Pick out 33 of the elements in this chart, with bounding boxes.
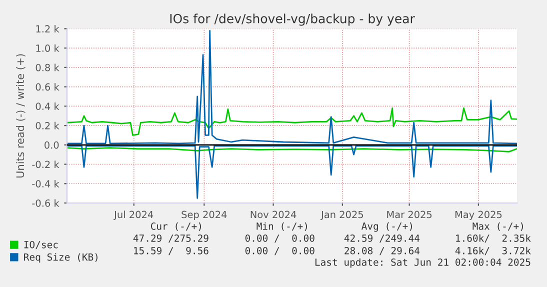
x-tick-label: Jan 2025 — [320, 210, 363, 220]
text: Min (-/+) — [256, 222, 307, 231]
y-tick-label: 1.0 k — [36, 44, 60, 52]
y-tick-label: 0.0 — [44, 141, 59, 149]
y-tick-label: 0.2 k — [36, 122, 60, 130]
y-tick-label: 0.6 k — [36, 83, 60, 91]
chart-title: IOs for /dev/shovel-vg/backup - by year — [170, 14, 415, 26]
x-tick-label: Nov 2024 — [250, 210, 296, 218]
text: 1.60k/ 2.35k — [456, 234, 531, 243]
y-tick-label: -0.6 k — [32, 199, 60, 207]
x-tick-label: Sep 2024 — [182, 210, 227, 220]
legend-label: IO/sec — [24, 240, 58, 250]
text: 42.59 /249.44 — [344, 234, 420, 243]
text: Cur (-/+) — [150, 222, 201, 231]
text: 4.16k/ 3.72k — [455, 246, 531, 256]
text: Max (-/+) — [472, 222, 523, 231]
y-axis-title: Units read (-) / write (+) — [16, 54, 26, 178]
x-tick-label: Jul 2024 — [114, 210, 154, 220]
x-tick-label: Mar 2025 — [387, 210, 432, 218]
y-tick-label: 0.8 k — [36, 64, 60, 72]
text: 15.59 / 9.56 — [134, 246, 208, 256]
y-tick-label: 0.4 k — [36, 102, 60, 110]
x-tick-label: May 2025 — [455, 210, 502, 220]
text: 0.00 / 0.00 — [245, 234, 314, 243]
text: 0.00 / 0.00 — [245, 246, 314, 256]
y-tick-label: -0.2 k — [32, 160, 60, 168]
legend-label: Req Size (KB) — [24, 253, 98, 263]
y-tick-label: 1.2 k — [36, 25, 60, 32]
text: 28.08 / 29.64 — [344, 246, 420, 256]
text: Avg (-/+) — [362, 222, 412, 232]
y-tick-label: -0.4 k — [32, 180, 60, 188]
text: Last update: Sat Jun 21 02:00:04 2025 — [315, 258, 530, 268]
text: 47.29 /275.29 — [133, 234, 208, 243]
